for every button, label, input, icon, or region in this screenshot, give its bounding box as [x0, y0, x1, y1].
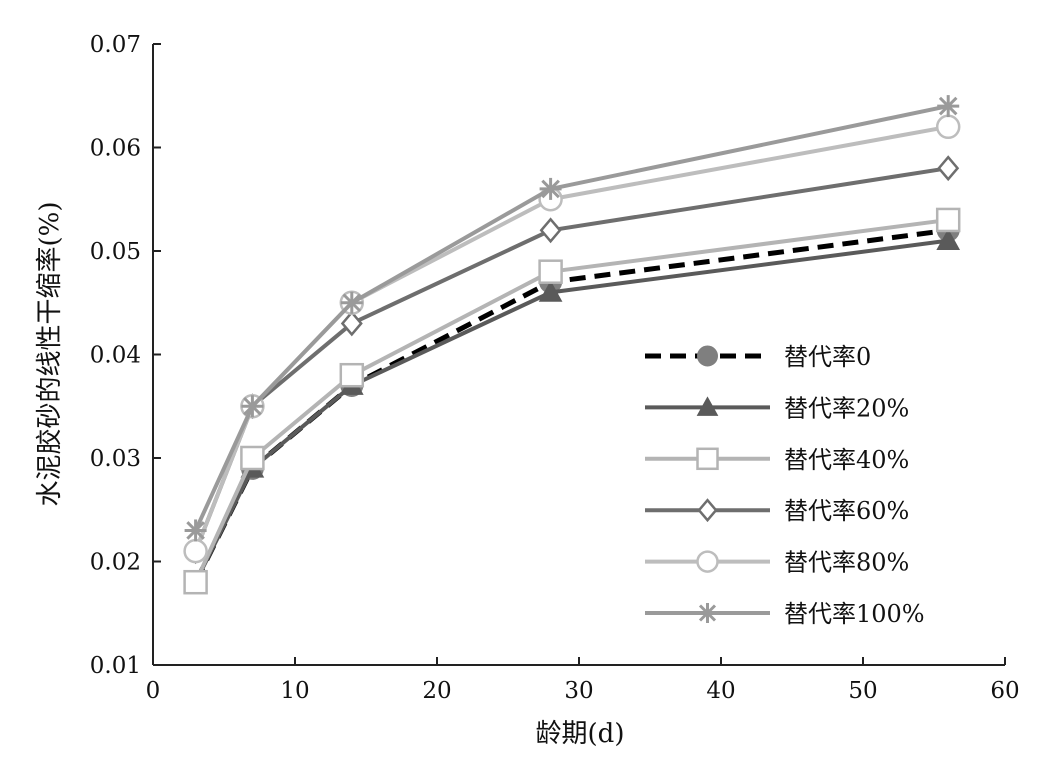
legend-item-5: 替代率100%: [645, 600, 925, 628]
y-tick-label: 0.04: [90, 343, 141, 369]
legend-marker: [696, 550, 719, 573]
x-axis-title: 龄期(d): [536, 719, 625, 749]
axes: 0 10 20 30 40 50 60 0.01 0.02 0.03 0.04 0.05 0.06 0.0…: [90, 32, 1020, 704]
data-point: [183, 538, 208, 564]
y-axis-title: 水泥胶砂的线性干缩率(%): [35, 202, 65, 507]
x-tick-label: 10: [280, 678, 309, 704]
data-point: [340, 310, 363, 337]
legend-marker: [697, 498, 718, 523]
data-point: [538, 259, 563, 284]
data-point: [937, 95, 960, 118]
data-point: [539, 217, 562, 244]
y-tick-label: 0.02: [90, 550, 141, 576]
data-point: [937, 155, 960, 182]
legend-label: 替代率20%: [784, 394, 909, 422]
legend: 替代率0 替代率20% 替代率40% 替代率60% 替代率80% 替代率100%: [645, 343, 925, 628]
x-tick-label: 40: [706, 678, 735, 704]
x-tick-label: 30: [564, 678, 593, 704]
x-tick-label: 60: [990, 678, 1019, 704]
data-point: [539, 177, 562, 200]
data-point: [936, 228, 961, 250]
legend-marker: [696, 447, 719, 471]
data-point: [240, 445, 265, 471]
legend-item-1: 替代率20%: [645, 394, 909, 422]
y-tick-label: 0.05: [90, 239, 141, 265]
series-line: [193, 124, 949, 552]
legend-label: 替代率100%: [784, 600, 925, 628]
series-2: [183, 207, 961, 595]
x-tick-label: 20: [422, 678, 451, 704]
legend-label: 替代率60%: [784, 497, 909, 525]
legend-marker: [697, 603, 718, 623]
series-layer: [183, 95, 961, 595]
y-tick-label: 0.06: [90, 136, 141, 162]
legend-marker: [696, 396, 719, 416]
data-point: [935, 114, 961, 140]
data-point: [339, 362, 365, 388]
data-point: [184, 519, 207, 542]
legend-item-2: 替代率40%: [645, 446, 909, 474]
legend-label: 替代率80%: [784, 549, 909, 577]
x-tick-label: 50: [848, 678, 877, 704]
data-point: [340, 291, 363, 314]
data-point: [935, 207, 961, 233]
data-point: [241, 395, 264, 418]
legend-marker: [697, 345, 718, 367]
legend-label: 替代率0: [784, 343, 871, 371]
legend-item-3: 替代率60%: [645, 497, 909, 525]
x-tick-label: 0: [146, 678, 161, 704]
y-tick-label: 0.01: [90, 653, 141, 679]
y-tick-label: 0.07: [90, 32, 141, 58]
legend-label: 替代率40%: [784, 446, 909, 474]
series-5: [184, 95, 960, 542]
y-tick-label: 0.03: [90, 446, 141, 472]
legend-item-0: 替代率0: [645, 343, 871, 371]
legend-item-4: 替代率80%: [645, 549, 909, 577]
data-point: [538, 280, 563, 302]
data-point: [183, 569, 208, 595]
